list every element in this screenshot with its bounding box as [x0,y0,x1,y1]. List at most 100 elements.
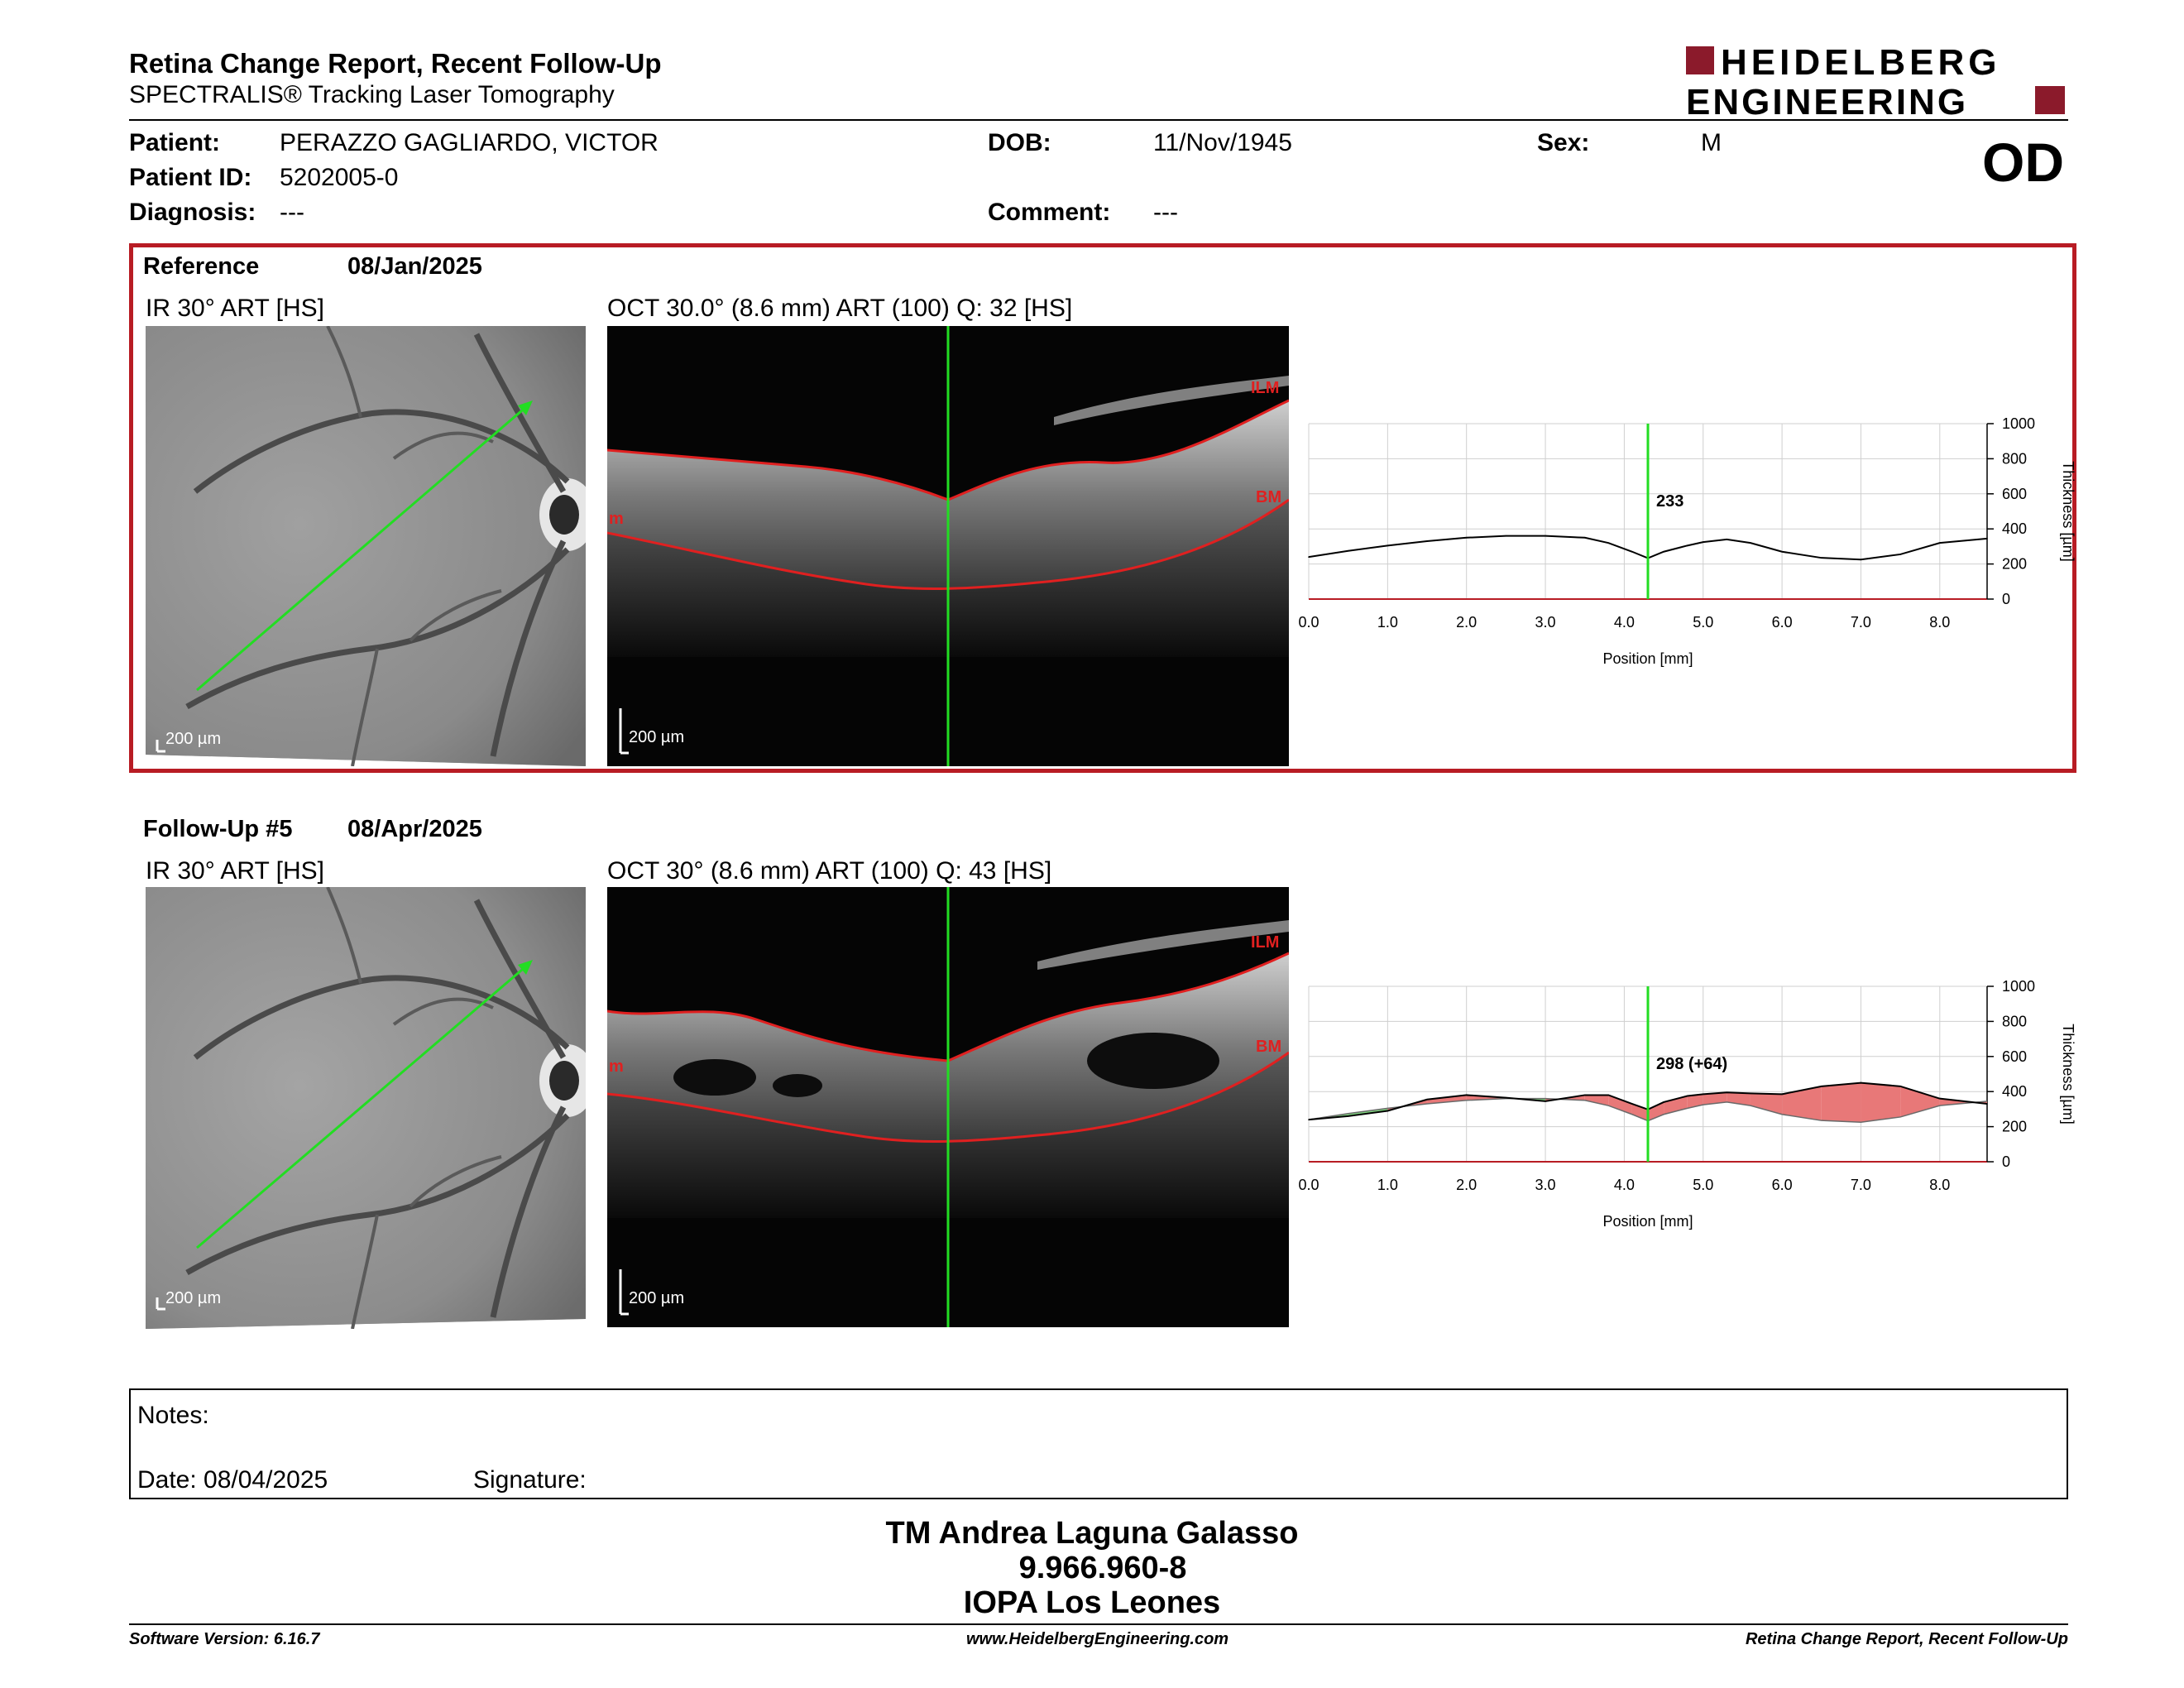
reference-date: 08/Jan/2025 [347,253,482,280]
diagnosis-label: Diagnosis: [129,199,256,226]
followup-edge-mark: m [609,1057,624,1076]
header-divider [129,119,2068,121]
notes-label: Notes: [137,1402,209,1429]
comment-value: --- [1153,199,1178,226]
chart-diff-area [1727,1092,1751,1106]
reference-oct-image: ILM BM m 200 µm [607,326,1289,766]
followup-bm-label: BM [1256,1038,1282,1056]
reference-edge-mark: m [609,510,624,528]
chart-data-point [1686,1095,1688,1097]
followup-oct-scale: 200 µm [629,1289,685,1307]
followup-date: 08/Apr/2025 [347,816,482,842]
chart-cursor-value: 233 [1656,492,1684,511]
chart-y-tick-label: 400 [2002,520,2027,537]
chart-data-point [1781,550,1783,553]
followup-oct-caption: OCT 30° (8.6 mm) ART (100) Q: 43 [HS] [607,857,1052,885]
chart-x-tick-label: 8.0 [1929,1177,1950,1193]
chart-x-tick-label: 6.0 [1772,614,1793,631]
chart-x-tick-label: 8.0 [1929,614,1950,631]
chart-cursor-value: 298 (+64) [1656,1055,1727,1073]
dob-label: DOB: [988,129,1051,156]
chart-diff-area [1782,1086,1822,1121]
followup-thickness-chart: 0.0 1.0 2.0 3.0 4.0 5.0 6.0 7.0 8.0 0 200 400 600 800… [1299,978,2076,1230]
chart-x-tick-label: 1.0 [1377,614,1398,631]
chart-diff-area [1750,1093,1783,1115]
patient-label: Patient: [129,129,221,156]
chart-y-tick-label: 400 [2002,1083,2027,1100]
chart-y-tick-label: 800 [2002,450,2027,467]
chart-x-tick-label: 1.0 [1377,1177,1398,1193]
chart-data-point [1702,541,1704,543]
signer-name: TM Andrea Laguna Galasso [885,1516,1299,1551]
chart-data-point [1726,539,1728,540]
chart-thickness-line [1308,535,1988,561]
chart-data-point [1583,537,1586,539]
comment-label: Comment: [988,199,1111,226]
patient-id-label: Patient ID: [129,164,252,191]
chart-data-point [1663,1101,1664,1103]
reference-thickness-chart: 0.0 1.0 2.0 3.0 4.0 5.0 6.0 7.0 8.0 0 200 400 600 800… [1299,415,2076,667]
heidelberg-logo: HEIDELBERG ENGINEERING [1684,42,2068,122]
chart-data-point [1820,557,1822,559]
followup-ir-scale: 200 µm [165,1289,222,1307]
notes-date: Date: 08/04/2025 [137,1466,328,1494]
chart-x-tick-label: 5.0 [1693,614,1713,631]
chart-y-tick-label: 200 [2002,1119,2027,1135]
chart-y-tick-label: 0 [2002,1153,2010,1170]
chart-diff-area [1821,1082,1861,1123]
chart-data-point [1387,544,1389,547]
chart-data-point [1545,535,1546,537]
dob-value: 11/Nov/1945 [1153,129,1292,156]
chart-data-point [1986,538,1988,539]
chart-diff-area [1703,1092,1727,1105]
chart-diff-area [1608,1095,1632,1115]
reference-oct-scale: 200 µm [629,728,685,746]
chart-data-point [1347,549,1349,552]
reference-ir-image: 200 µm [146,326,586,766]
chart-data-point [1663,550,1664,553]
chart-data-point [1986,1103,1988,1105]
chart-diff-area [1648,1101,1664,1121]
chart-diff-area [1584,1095,1609,1106]
footer-version: Software Version: 6.16.7 [129,1630,320,1648]
chart-x-tick-label: 2.0 [1456,1177,1477,1193]
chart-data-point [1308,556,1310,558]
notes-box[interactable]: Notes: Date: 08/04/2025 Signature: [129,1388,2068,1499]
brand-line2: ENGINEERING [1686,82,1968,119]
followup-ir-caption: IR 30° ART [HS] [146,857,324,885]
sex-value: M [1701,129,1722,156]
report-subtitle: SPECTRALIS® Tracking Laser Tomography [129,81,615,108]
chart-data-point [1820,1086,1822,1087]
chart-x-axis-label: Position [mm] [1602,1213,1693,1230]
chart-y-tick-label: 1000 [2002,415,2035,432]
chart-data-point [1860,559,1862,561]
signer-org: IOPA Los Leones [963,1585,1221,1620]
footer-divider [129,1623,2068,1625]
followup-label: Follow-Up #5 [143,816,293,842]
chart-data-point [1631,1103,1633,1105]
chart-data-point [1465,1094,1468,1096]
footer-url: www.HeidelbergEngineering.com [966,1630,1229,1648]
reference-bm-label: BM [1256,488,1282,506]
chart-data-point [1545,1101,1546,1102]
reference-oct-caption: OCT 30.0° (8.6 mm) ART (100) Q: 32 [HS] [607,295,1073,322]
chart-y-tick-label: 1000 [2002,978,2035,995]
chart-data-point [1631,550,1633,553]
chart-data-point [1702,1093,1704,1096]
chart-data-point [1505,1096,1507,1099]
chart-y-tick-label: 800 [2002,1013,2027,1029]
reference-label: Reference [143,253,260,280]
chart-data-point [1607,1094,1610,1096]
patient-id: 5202005-0 [280,164,399,191]
chart-reference-line [1308,1097,1988,1124]
followup-ir-image: 200 µm [146,887,586,1329]
patient-name: PERAZZO GAGLIARDO, VICTOR [280,129,659,156]
chart-x-tick-label: 0.0 [1299,1177,1320,1193]
chart-x-tick-label: 5.0 [1693,1177,1713,1193]
chart-data-point [1899,1086,1901,1087]
chart-x-tick-label: 4.0 [1614,614,1635,631]
chart-data-point [1750,1092,1751,1095]
chart-data-point [1308,1119,1310,1120]
sex-label: Sex: [1537,129,1590,156]
reference-ilm-label: ILM [1251,379,1280,397]
